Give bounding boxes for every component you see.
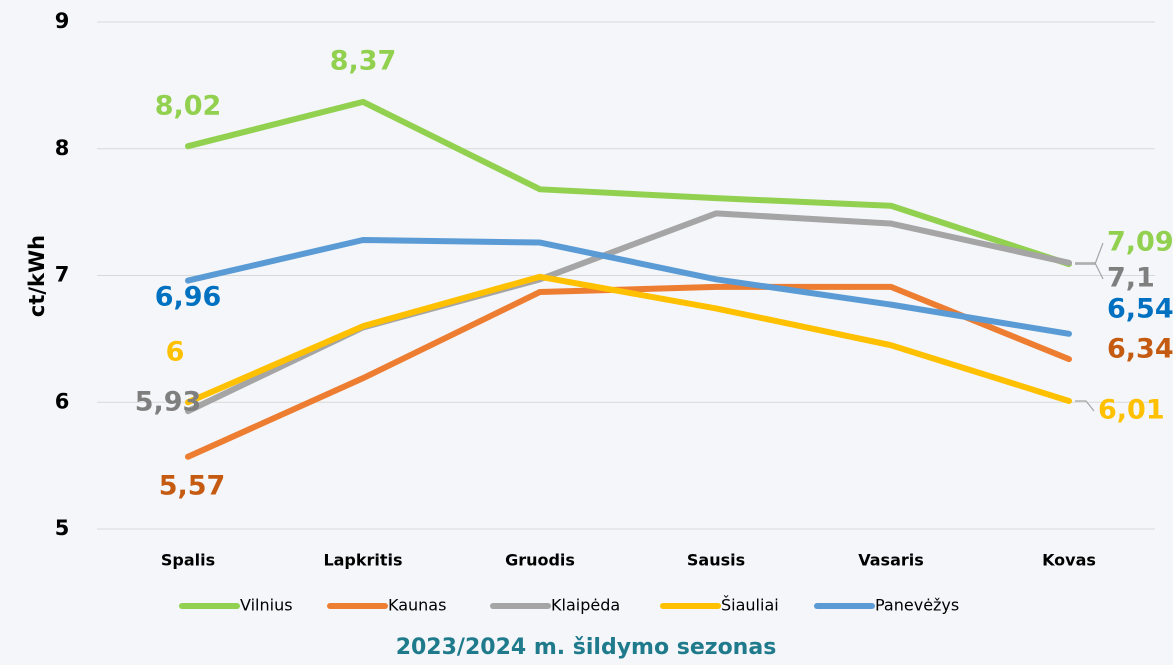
y-tick-label: 9 (55, 9, 70, 33)
data-label: 8,02 (155, 91, 222, 122)
y-axis-label: ct/kWh (25, 235, 49, 317)
legend-label: Kaunas (388, 596, 446, 615)
legend-label: Šiauliai (721, 596, 779, 615)
leader-line (1075, 400, 1095, 412)
data-label: 5,93 (135, 387, 202, 418)
series-line (185, 237, 1072, 337)
data-label: 5,57 (159, 471, 226, 502)
series-line (185, 98, 1072, 268)
x-tick-label: Gruodis (505, 551, 575, 570)
data-label: 7,09 (1107, 227, 1173, 258)
data-label: 6,34 (1107, 334, 1173, 365)
data-label: 6,96 (155, 282, 222, 313)
x-axis-title: 2023/2024 m. šildymo sezonas (396, 635, 777, 660)
y-tick-label: 7 (55, 263, 70, 287)
series-line (185, 283, 1072, 460)
leader-line (1075, 242, 1104, 265)
y-tick-label: 8 (55, 136, 70, 160)
series-line (185, 273, 1072, 406)
x-tick-label: Lapkritis (323, 551, 402, 570)
x-tick-label: Spalis (161, 551, 215, 570)
y-tick-label: 6 (55, 389, 70, 413)
data-label: 6,54 (1107, 294, 1173, 325)
legend-label: Panevėžys (875, 596, 959, 615)
legend-label: Klaipėda (551, 596, 620, 615)
data-label: 6,01 (1098, 395, 1165, 426)
x-tick-label: Vasaris (858, 551, 924, 570)
data-label: 6 (166, 337, 185, 368)
y-tick-label: 5 (55, 516, 70, 540)
x-tick-label: Sausis (687, 551, 745, 570)
leader-line (1075, 262, 1104, 280)
legend-label: Vilnius (240, 596, 293, 615)
data-label: 7,1 (1107, 263, 1155, 294)
x-tick-label: Kovas (1042, 551, 1096, 570)
data-label: 8,37 (330, 46, 397, 77)
